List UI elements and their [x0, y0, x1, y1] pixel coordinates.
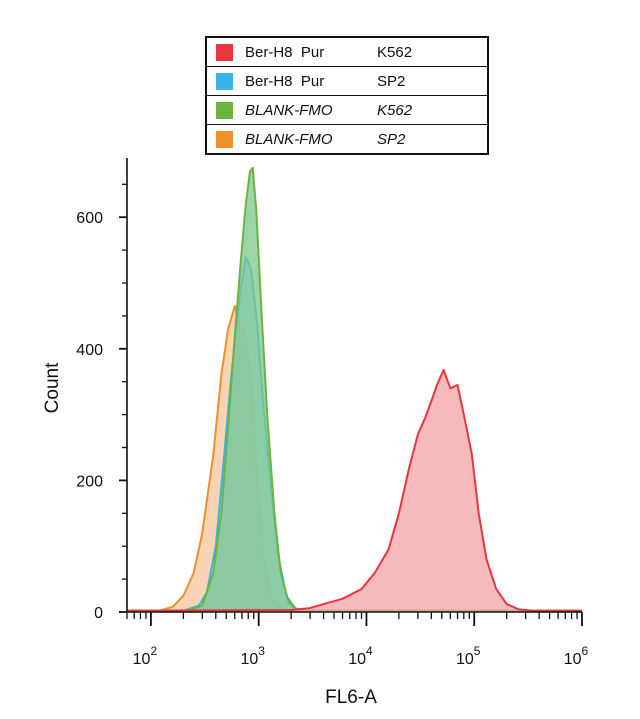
legend-item: Ber-H8 Pur SP2 [207, 67, 487, 96]
x-tick-label: 106 [564, 644, 589, 668]
legend: Ber-H8 Pur K562 Ber-H8 Pur SP2 BLANK-FMO… [205, 36, 489, 155]
x-tick-label: 103 [240, 644, 265, 668]
legend-swatch [216, 101, 233, 119]
y-tick-label: 600 [76, 210, 103, 227]
legend-label: BLANK-FMO [245, 130, 333, 148]
series-line [127, 305, 582, 612]
legend-cell-line: SP2 [377, 130, 406, 148]
legend-item: Ber-H8 Pur K562 [207, 38, 487, 67]
x-axis-title: FL6-A [325, 687, 377, 708]
series-layer [126, 166, 582, 612]
legend-label: Ber-H8 Pur [245, 43, 325, 61]
legend-cell-line: K562 [377, 101, 413, 119]
y-tick-label: 200 [76, 473, 103, 490]
y-tick-label: 400 [76, 342, 103, 359]
x-ticks: 102 103 104 105 106 [126, 612, 589, 668]
series-area [127, 369, 582, 612]
x-tick-label: 105 [456, 644, 481, 668]
legend-cell-line: K562 [377, 43, 413, 61]
axes-layer [126, 158, 582, 613]
legend-item: BLANK-FMO K562 [207, 96, 487, 125]
legend-cell-line: SP2 [377, 72, 406, 90]
legend-swatch [216, 43, 233, 61]
series-line [126, 368, 582, 612]
legend-item: BLANK-FMO SP2 [207, 125, 487, 153]
legend-label: BLANK-FMO [245, 101, 333, 119]
y-tick-label: 0 [94, 605, 103, 622]
series-area [127, 167, 582, 612]
legend-swatch [216, 130, 233, 148]
series-area [127, 256, 582, 612]
x-tick-label: 102 [133, 644, 158, 668]
series-line [127, 255, 582, 612]
series-line [127, 166, 582, 612]
x-tick-label: 104 [348, 644, 373, 668]
legend-label: Ber-H8 Pur [245, 72, 325, 90]
y-ticks: 0 200 400 600 [76, 183, 127, 622]
y-axis-title: Count [42, 362, 63, 413]
legend-swatch [216, 72, 233, 90]
